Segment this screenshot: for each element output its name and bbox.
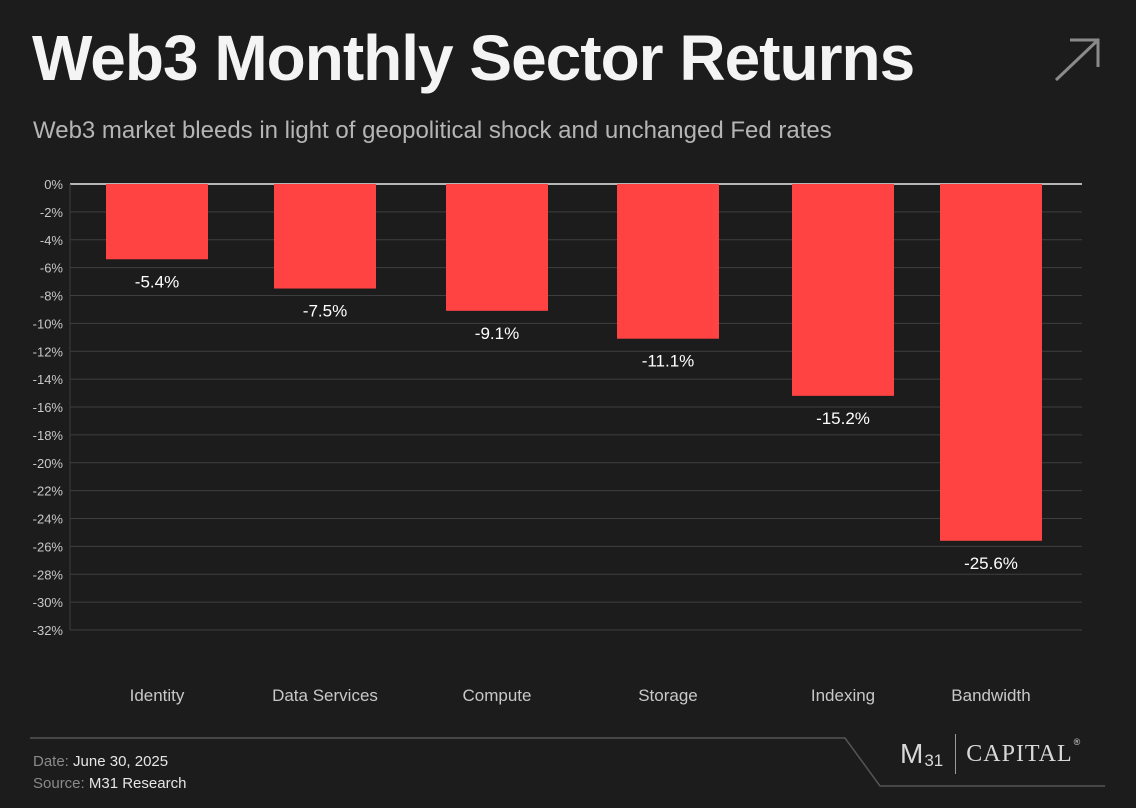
bar bbox=[446, 184, 548, 311]
y-tick-label: -26% bbox=[33, 539, 64, 554]
y-tick-label: -8% bbox=[40, 289, 64, 304]
y-tick-label: -12% bbox=[33, 344, 64, 359]
y-tick-label: 0% bbox=[44, 177, 63, 192]
x-axis-labels: Identity Data Services Compute Storage Index… bbox=[130, 686, 1031, 705]
x-tick-label: Identity bbox=[130, 686, 185, 705]
chart-title: Web3 Monthly Sector Returns bbox=[32, 22, 915, 94]
data-label: -25.6% bbox=[964, 554, 1018, 573]
y-tick-label: -32% bbox=[33, 623, 64, 638]
footer-date: Date: June 30, 2025 bbox=[33, 753, 168, 770]
grid-lines bbox=[69, 183, 1082, 631]
bar bbox=[617, 184, 719, 339]
x-tick-label: Compute bbox=[463, 686, 532, 705]
y-tick-label: -14% bbox=[33, 372, 64, 387]
y-tick-label: -22% bbox=[33, 484, 64, 499]
data-labels: -5.4% -7.5% -9.1% -11.1% -15.2% -25.6% bbox=[135, 272, 1018, 573]
x-tick-label: Storage bbox=[638, 686, 698, 705]
y-tick-label: -10% bbox=[33, 316, 64, 331]
y-tick-label: -28% bbox=[33, 567, 64, 582]
data-label: -5.4% bbox=[135, 272, 179, 291]
bars bbox=[106, 184, 1042, 541]
logo-31: 31 bbox=[924, 751, 944, 770]
y-tick-label: -20% bbox=[33, 456, 64, 471]
logo-capital: CAPITAL bbox=[966, 740, 1073, 767]
data-label: -11.1% bbox=[642, 352, 695, 371]
arrow-up-right-icon bbox=[1054, 38, 1100, 82]
date-value: June 30, 2025 bbox=[73, 753, 169, 770]
bar bbox=[106, 184, 208, 260]
chart-subtitle: Web3 market bleeds in light of geopoliti… bbox=[33, 117, 832, 144]
y-axis-ticks: 0% -2% -4% -6% -8% -10% -12% -14% -16% -18% -20% -2… bbox=[33, 177, 64, 638]
m31-capital-logo: M 31 CAPITAL ® bbox=[900, 734, 1080, 774]
y-tick-label: -4% bbox=[40, 233, 64, 248]
data-label: -9.1% bbox=[475, 324, 519, 343]
y-tick-label: -6% bbox=[40, 261, 64, 276]
y-tick-label: -16% bbox=[33, 400, 64, 415]
logo-m: M bbox=[900, 738, 924, 769]
x-tick-label: Data Services bbox=[272, 686, 378, 705]
data-label: -7.5% bbox=[303, 302, 347, 321]
x-tick-label: Bandwidth bbox=[951, 686, 1030, 705]
bar bbox=[940, 184, 1042, 541]
y-tick-label: -18% bbox=[33, 428, 64, 443]
bar bbox=[792, 184, 894, 396]
logo-separator bbox=[955, 734, 957, 774]
footer-source: Source: M31 Research bbox=[33, 775, 186, 792]
source-label: Source: bbox=[33, 775, 85, 792]
date-label: Date: bbox=[33, 753, 69, 770]
y-tick-label: -24% bbox=[33, 512, 64, 527]
y-tick-label: -2% bbox=[40, 205, 64, 220]
y-tick-label: -30% bbox=[33, 595, 64, 610]
data-label: -15.2% bbox=[816, 409, 870, 428]
logo-registered: ® bbox=[1073, 737, 1081, 747]
x-tick-label: Indexing bbox=[811, 686, 875, 705]
source-value: M31 Research bbox=[88, 775, 187, 792]
bar-chart: 0% -2% -4% -6% -8% -10% -12% -14% -16% -18% -20% -2… bbox=[33, 177, 1082, 705]
bar bbox=[274, 184, 376, 289]
